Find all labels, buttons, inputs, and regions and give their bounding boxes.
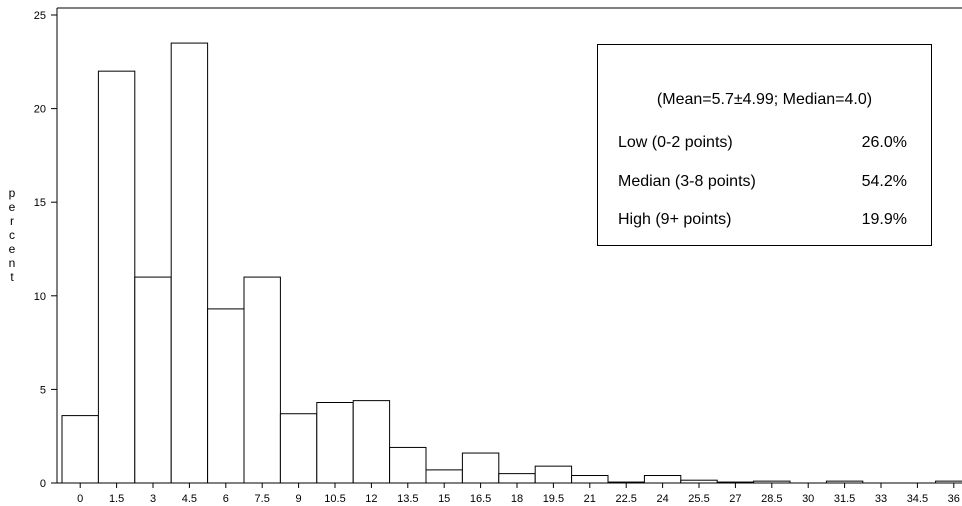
x-tick-label-31.5: 31.5 [834,493,855,505]
y-label-letter-2: r [10,214,14,228]
x-tick-label-19.5: 19.5 [543,493,564,505]
bar-7.5 [243,276,281,484]
legend-value-high: 19.9% [861,211,907,228]
bar-18 [498,473,536,484]
bar-13.5 [389,446,427,484]
x-tick-label-36: 36 [948,493,960,505]
x-tick-label-6: 6 [223,493,229,505]
legend-value-low: 26.0% [861,134,907,151]
bar-6 [207,308,245,484]
legend-value-median: 54.2% [861,173,907,190]
bar-9 [279,413,318,484]
bar-0 [61,415,99,484]
y-ticks-group: 0 5 10 15 20 25 [34,10,57,490]
bar-3 [134,276,172,484]
x-tick-label-34.5: 34.5 [907,493,928,505]
y-tick-label-10: 10 [34,291,46,303]
x-tick-label-28.5: 28.5 [761,493,782,505]
x-tick-label-16.5: 16.5 [470,493,491,505]
y-label-letter-1: e [9,200,16,214]
bar-19.5 [534,465,573,484]
x-tick-label-24: 24 [656,493,668,505]
bars-group [61,42,962,484]
y-label-letter-3: c [9,228,15,242]
x-tick-label-9: 9 [296,493,302,505]
y-tick-label-20: 20 [34,104,46,116]
legend-label-high: High (9+ points) [618,211,732,228]
legend-title: (Mean=5.7±4.99; Median=4.0) [656,91,873,108]
x-tick-label-7.5: 7.5 [255,493,270,505]
legend-row-median: Median (3-8 points) 54.2% [618,173,907,193]
bar-10.5 [316,402,354,484]
y-label-letter-4: e [9,242,16,256]
x-tick-label-18: 18 [511,493,523,505]
axes-group [56,7,962,484]
x-tick-label-21: 21 [584,493,596,505]
x-tick-label-15: 15 [438,493,450,505]
legend-row-low: Low (0-2 points) 26.0% [618,134,907,154]
y-label-letter-0: p [9,186,16,200]
bar-21 [571,475,609,484]
y-tick-label-25: 25 [34,10,46,22]
bar-15 [425,469,463,484]
x-tick-label-33: 33 [875,493,887,505]
x-ticks-group: 0 1.5 3 4.5 6 7.5 9 10.5 12 13.5 15 16.5 18 19.5 21 22.… [77,483,960,505]
x-tick-label-22.5: 22.5 [615,493,636,505]
bar-12 [352,400,391,484]
legend-label-median: Median (3-8 points) [618,173,756,190]
legend-row-high: High (9+ points) 19.9% [618,211,907,231]
y-label-letter-6: t [10,270,14,284]
legend-label-low: Low (0-2 points) [618,134,733,151]
x-tick-label-27: 27 [729,493,741,505]
x-tick-label-30: 30 [802,493,814,505]
bar-24 [643,475,682,484]
x-tick-label-13.5: 13.5 [397,493,418,505]
x-tick-label-1.5: 1.5 [109,493,124,505]
y-label-letter-5: n [9,256,16,270]
bar-4.5 [170,42,209,484]
x-tick-label-0: 0 [77,493,83,505]
bar-16.5 [461,452,500,484]
bar-1.5 [97,70,136,484]
x-tick-label-12: 12 [365,493,377,505]
x-tick-label-4.5: 4.5 [182,493,197,505]
legend-box: (Mean=5.7±4.99; Median=4.0) Low (0-2 poi… [597,44,932,246]
x-tick-label-10.5: 10.5 [324,493,345,505]
x-tick-label-25.5: 25.5 [688,493,709,505]
y-tick-label-0: 0 [40,478,46,490]
x-tick-label-3: 3 [150,493,156,505]
y-tick-label-15: 15 [34,197,46,209]
y-tick-label-5: 5 [40,384,46,396]
